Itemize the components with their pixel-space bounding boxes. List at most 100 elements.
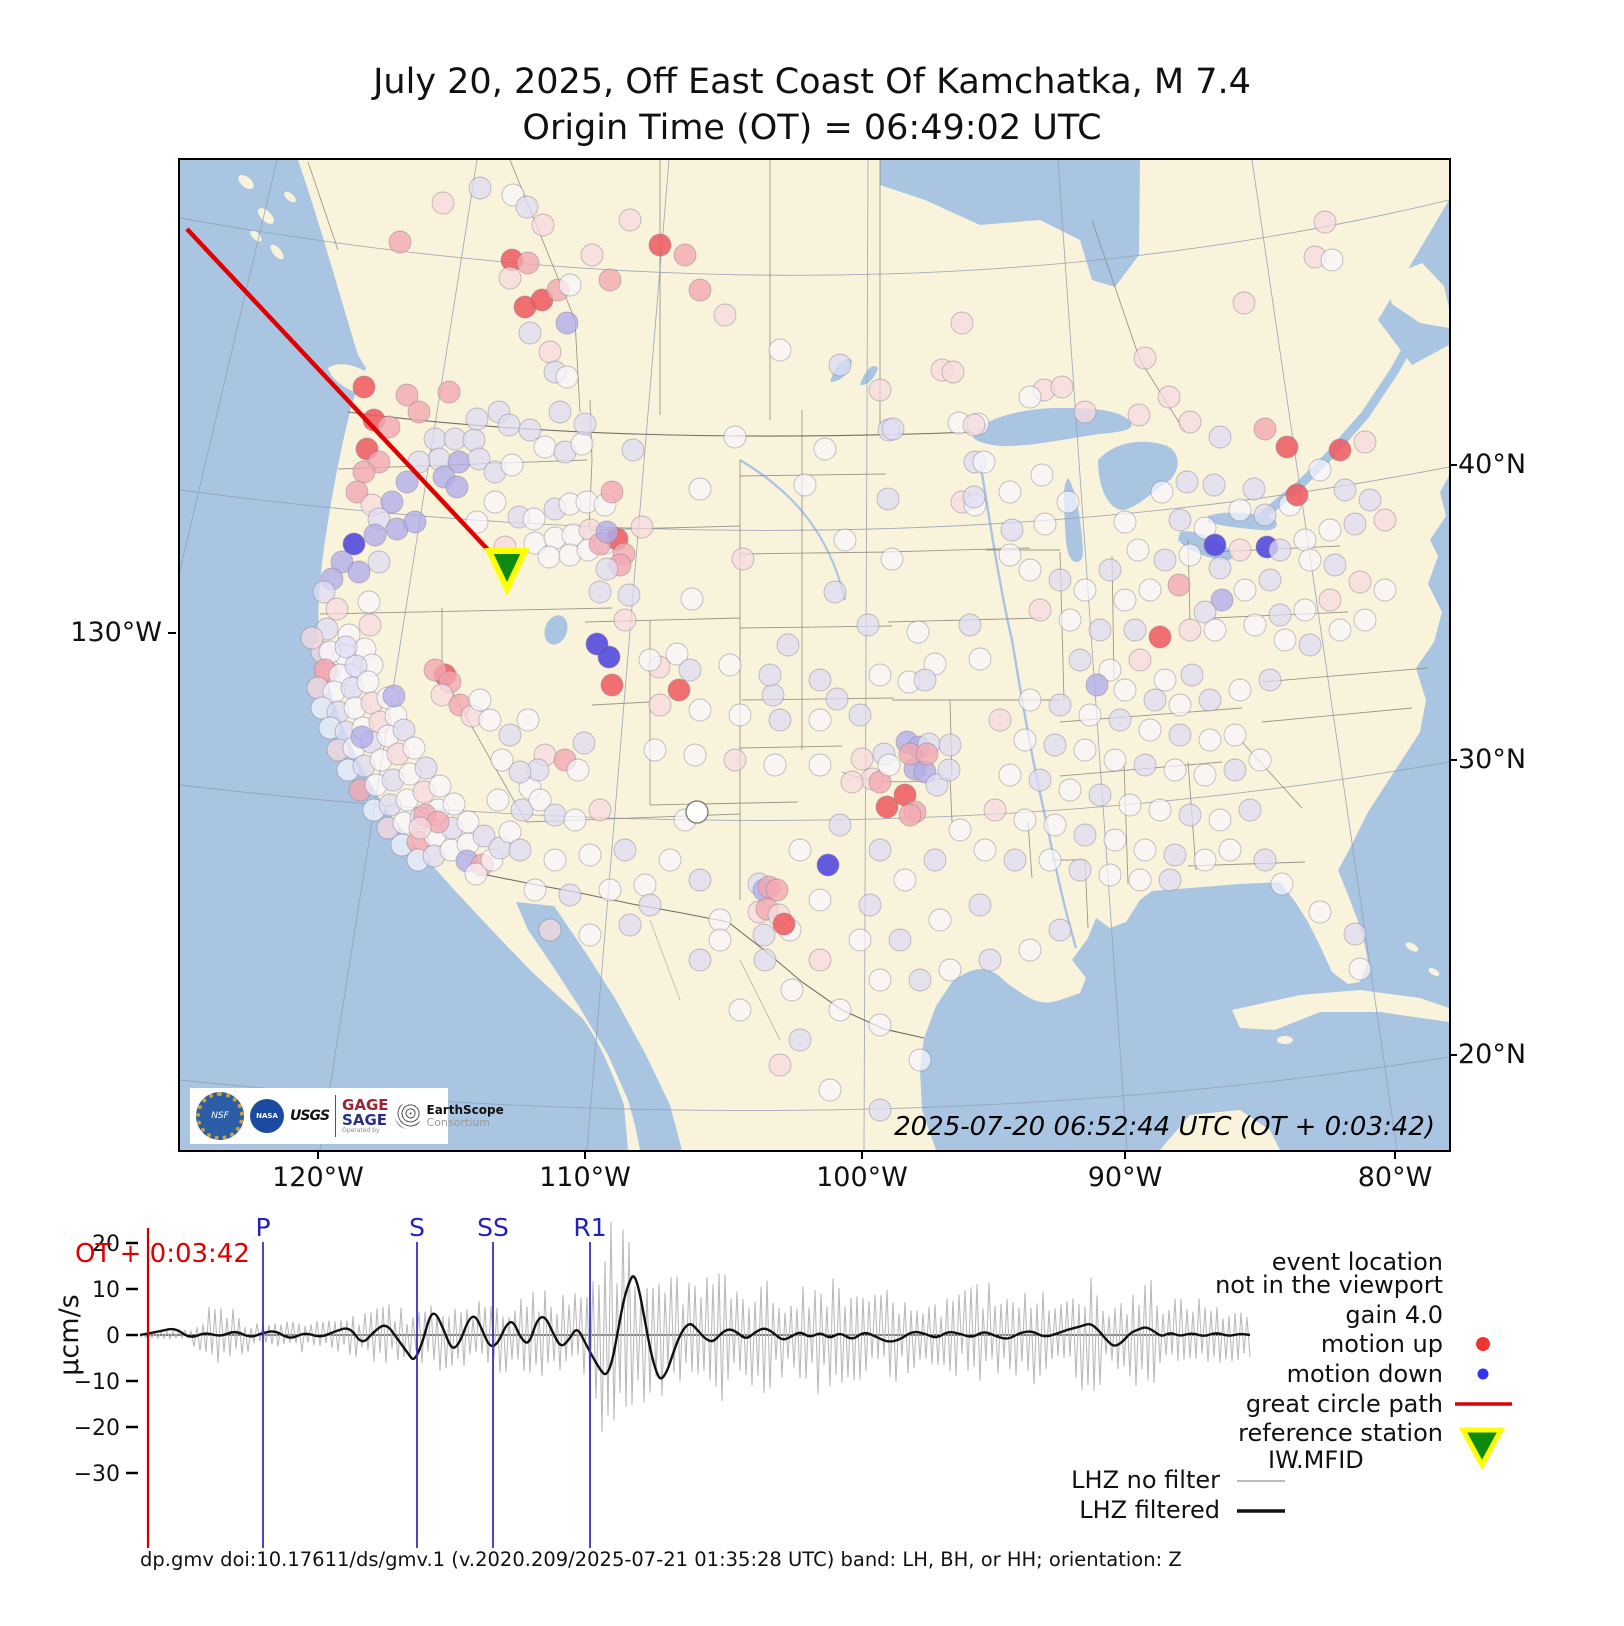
- station-dot: [428, 774, 452, 798]
- station-dot: [761, 683, 785, 707]
- station-dot: [1138, 578, 1162, 602]
- station-dot: [1048, 568, 1072, 592]
- station-dot: [598, 268, 622, 292]
- station-dot: [876, 487, 900, 511]
- seismo-ytick-label: −20: [74, 1416, 120, 1441]
- station-dot: [1148, 798, 1172, 822]
- station-dot: [1320, 248, 1344, 272]
- station-dot: [808, 948, 832, 972]
- station-dot: [1270, 872, 1294, 896]
- ocean-shapes: [180, 160, 1449, 1150]
- lat-tick-label: 40°N: [1458, 449, 1527, 480]
- station-dot: [875, 795, 899, 819]
- station-dot: [1218, 838, 1242, 862]
- station-dot: [1088, 783, 1112, 807]
- station-dot: [665, 642, 689, 666]
- station-dot: [688, 477, 712, 501]
- station-dot: [915, 742, 939, 766]
- station-dot: [1285, 483, 1309, 507]
- station-dot: [968, 893, 992, 917]
- station-dot: [1178, 410, 1202, 434]
- station-dot: [1058, 778, 1082, 802]
- station-dot: [768, 338, 792, 362]
- station-dot: [1153, 668, 1177, 692]
- station-dot: [403, 510, 427, 534]
- station-dot: [673, 243, 697, 267]
- seismo-ytick-label: 10: [92, 1278, 120, 1303]
- station-dot: [848, 928, 872, 952]
- station-dot: [423, 427, 447, 451]
- station-dot: [523, 878, 547, 902]
- station-dot: [600, 673, 624, 697]
- station-dot: [1030, 463, 1054, 487]
- station-dot: [1168, 693, 1192, 717]
- station-dot: [516, 251, 540, 275]
- station-dot: [1058, 608, 1082, 632]
- station-dot: [1028, 598, 1052, 622]
- ot-label: OT + 0:03:42: [75, 1239, 250, 1269]
- station-dot: [808, 708, 832, 732]
- gulf-of-mexico-atlantic: [920, 476, 1449, 1150]
- station-dot: [780, 978, 804, 1002]
- station-dot: [1298, 633, 1322, 657]
- station-dot: [508, 760, 532, 784]
- seismo-ytick-label: 0: [106, 1324, 120, 1349]
- doi-caption: dp.gmv doi:10.17611/ds/gmv.1 (v.2020.209…: [140, 1548, 1182, 1571]
- station-dot: [352, 375, 376, 399]
- station-dot: [808, 888, 832, 912]
- lat-tick-label: 20°N: [1458, 1039, 1527, 1070]
- station-dot: [1193, 848, 1217, 872]
- phase-label-SS: SS: [477, 1213, 509, 1242]
- station-dot: [708, 928, 732, 952]
- cuba: [1232, 990, 1449, 1030]
- station-dot: [868, 1098, 892, 1122]
- station-dot: [558, 883, 582, 907]
- station-dot: [728, 998, 752, 1022]
- station-dot: [334, 635, 358, 659]
- station-dot: [618, 208, 642, 232]
- station-dot: [1073, 578, 1097, 602]
- station-dot: [816, 853, 840, 877]
- station-dot: [1018, 938, 1042, 962]
- station-dot: [840, 770, 864, 794]
- station-dot: [1113, 510, 1137, 534]
- station-dot: [414, 756, 438, 780]
- station-dot: [1018, 688, 1042, 712]
- station-dot: [300, 626, 324, 650]
- station-dot: [688, 698, 712, 722]
- station-dot: [1073, 738, 1097, 762]
- seismo-ytick-label: −30: [74, 1462, 120, 1487]
- station-dot: [498, 820, 522, 844]
- station-dot: [1313, 210, 1337, 234]
- station-dot: [1193, 600, 1217, 624]
- station-dot-layer: [300, 176, 1397, 1122]
- station-dot: [1343, 512, 1367, 536]
- station-dot: [793, 473, 817, 497]
- station-dot: [828, 353, 852, 377]
- map-canvas: [180, 160, 1449, 1150]
- station-dot: [788, 838, 812, 862]
- station-dot: [407, 400, 431, 424]
- station-dot: [358, 613, 382, 637]
- great-circle-path-line: [185, 227, 509, 572]
- lon-tick-label: 80°W: [1357, 1162, 1433, 1193]
- station-dot: [1323, 553, 1347, 577]
- station-dot: [1293, 598, 1317, 622]
- station-dot: [613, 608, 637, 632]
- station-dot: [1003, 848, 1027, 872]
- station-dot: [658, 848, 682, 872]
- station-dot: [1033, 512, 1057, 536]
- station-dot: [423, 658, 447, 682]
- station-dot: [1228, 678, 1252, 702]
- station-dot: [1168, 723, 1192, 747]
- station-dot: [570, 432, 594, 456]
- station-dot: [617, 583, 641, 607]
- station-dot: [538, 918, 562, 942]
- station-dot: [948, 818, 972, 842]
- station-dot: [752, 923, 776, 947]
- station-dot: [1133, 346, 1157, 370]
- map-frame-timestamp: 2025-07-20 06:52:44 UTC (OT + 0:03:42): [894, 1112, 1435, 1142]
- station-dot: [868, 838, 892, 862]
- station-dot: [808, 668, 832, 692]
- station-dot: [648, 693, 672, 717]
